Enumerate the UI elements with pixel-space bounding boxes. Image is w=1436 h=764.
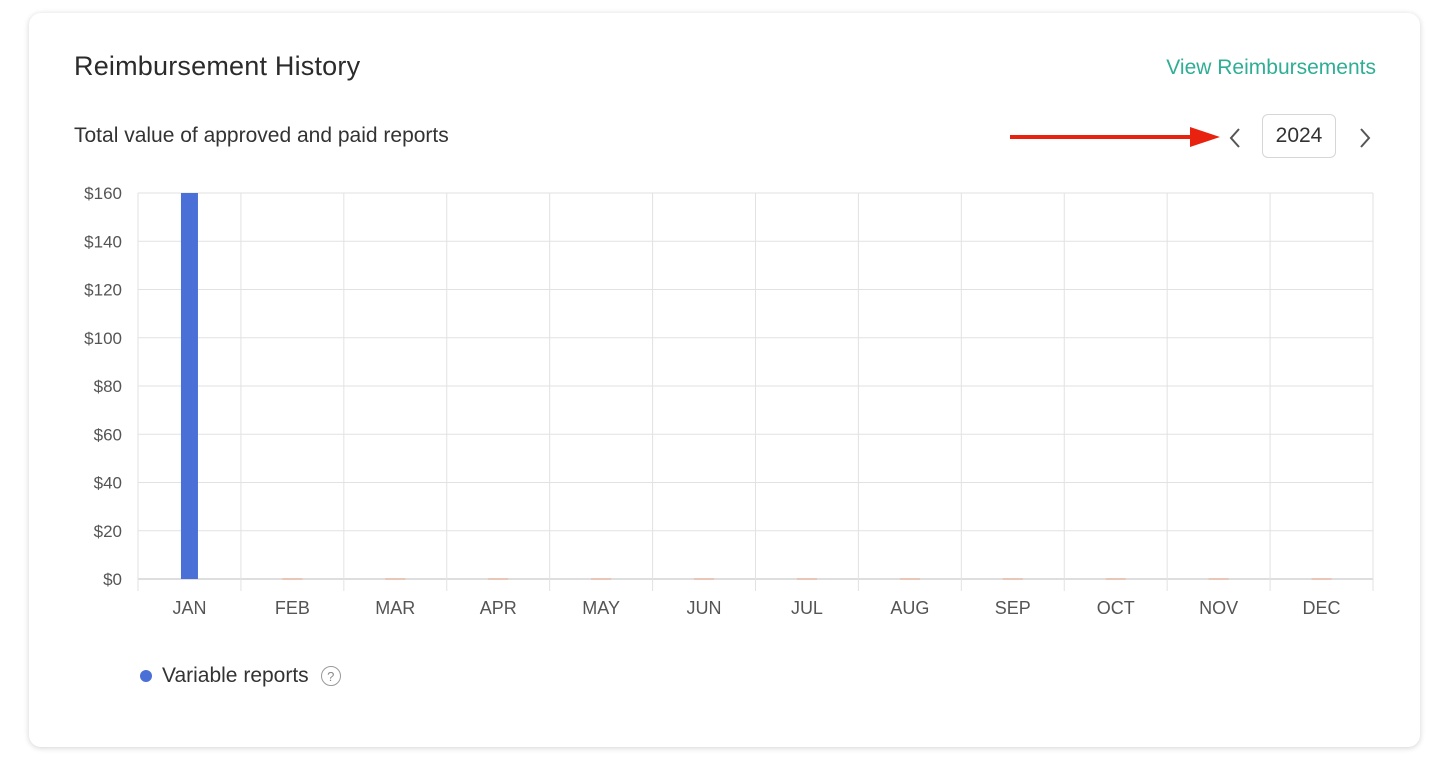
bar-jan	[180, 193, 198, 579]
reimbursement-bar-chart: $0 $20 $40 $60 $80 $100 $120 $140 $160 JAN FEB MAR A…	[69, 183, 1389, 633]
x-tick-label: JAN	[172, 598, 206, 618]
year-selector[interactable]: 2024	[1262, 114, 1336, 158]
y-tick-label: $80	[94, 377, 122, 396]
chart-legend: Variable reports ?	[140, 663, 341, 689]
x-tick-label: DEC	[1303, 598, 1341, 618]
x-tick-label: AUG	[890, 598, 929, 618]
view-reimbursements-link[interactable]: View Reimbursements	[1166, 56, 1376, 79]
previous-year-button[interactable]	[1222, 121, 1248, 155]
x-tick-label: SEP	[995, 598, 1031, 618]
legend-series-dot	[140, 670, 152, 682]
y-tick-label: $120	[84, 281, 122, 300]
y-tick-label: $20	[94, 522, 122, 541]
x-tick-label: APR	[480, 598, 517, 618]
reimbursement-history-card: Reimbursement History View Reimbursement…	[29, 13, 1420, 747]
x-tick-label: FEB	[275, 598, 310, 618]
chart-subtitle: Total value of approved and paid reports	[74, 124, 449, 147]
x-tick-label: MAR	[375, 598, 415, 618]
y-tick-label: $100	[84, 329, 122, 348]
chart-svg: $0 $20 $40 $60 $80 $100 $120 $140 $160 JAN FEB MAR A…	[84, 184, 1374, 618]
y-tick-label: $160	[84, 184, 122, 203]
x-tick-label: JUL	[791, 598, 823, 618]
y-tick-label: $60	[94, 425, 122, 444]
next-year-button[interactable]	[1352, 121, 1378, 155]
y-tick-label: $0	[103, 570, 122, 589]
card-title: Reimbursement History	[74, 51, 361, 81]
x-tick-label: NOV	[1199, 598, 1238, 618]
x-tick-label: OCT	[1097, 598, 1135, 618]
legend-series-label: Variable reports	[162, 664, 309, 687]
y-tick-label: $40	[94, 474, 122, 493]
help-icon[interactable]: ?	[320, 666, 341, 686]
x-tick-label: MAY	[582, 598, 620, 618]
y-tick-label: $140	[84, 232, 122, 251]
chevron-right-icon	[1360, 128, 1371, 148]
chevron-left-icon	[1229, 128, 1240, 148]
red-arrow-annotation	[1010, 127, 1220, 147]
x-tick-label: JUN	[687, 598, 722, 618]
